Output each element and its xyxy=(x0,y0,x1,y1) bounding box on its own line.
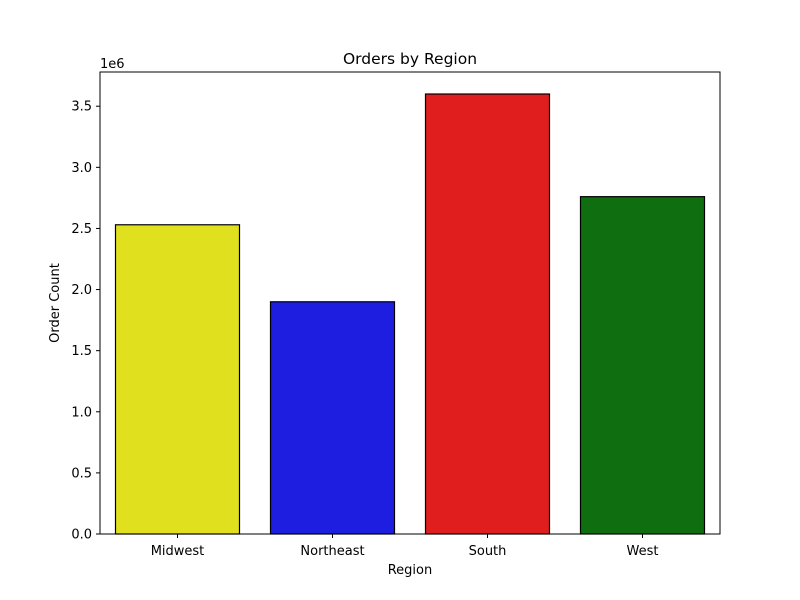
bars-group xyxy=(114,93,706,535)
y-tick-label: 3.5 xyxy=(71,100,92,115)
y-tick-label: 0.0 xyxy=(71,528,92,543)
y-tick-label: 3.0 xyxy=(71,161,92,176)
plot-frame xyxy=(99,71,721,535)
x-tick-label: Midwest xyxy=(151,544,205,559)
chart-title: Orders by Region xyxy=(343,50,477,68)
x-tick-label: South xyxy=(469,544,507,559)
bar-south xyxy=(424,93,551,535)
y-axis-label: Order Count xyxy=(48,263,63,343)
bar-midwest xyxy=(114,224,241,535)
y-tick-label: 1.0 xyxy=(71,405,92,420)
x-tick-label: West xyxy=(627,544,659,559)
y-tick-label: 2.0 xyxy=(71,283,92,298)
y-scale-offset-label: 1e6 xyxy=(100,57,125,72)
x-axis-ticks: Midwest Northeast South West xyxy=(151,534,659,559)
y-tick-label: 2.5 xyxy=(71,222,92,237)
bar-west xyxy=(579,196,706,535)
x-axis-label: Region xyxy=(388,563,433,578)
x-tick-label: Northeast xyxy=(300,544,364,559)
y-tick-label: 1.5 xyxy=(71,344,92,359)
y-tick-label: 0.5 xyxy=(71,466,92,481)
bar-northeast xyxy=(269,301,396,535)
y-axis-ticks: 0.0 0.5 1.0 1.5 2.0 2.5 3.0 3.5 xyxy=(71,100,100,543)
